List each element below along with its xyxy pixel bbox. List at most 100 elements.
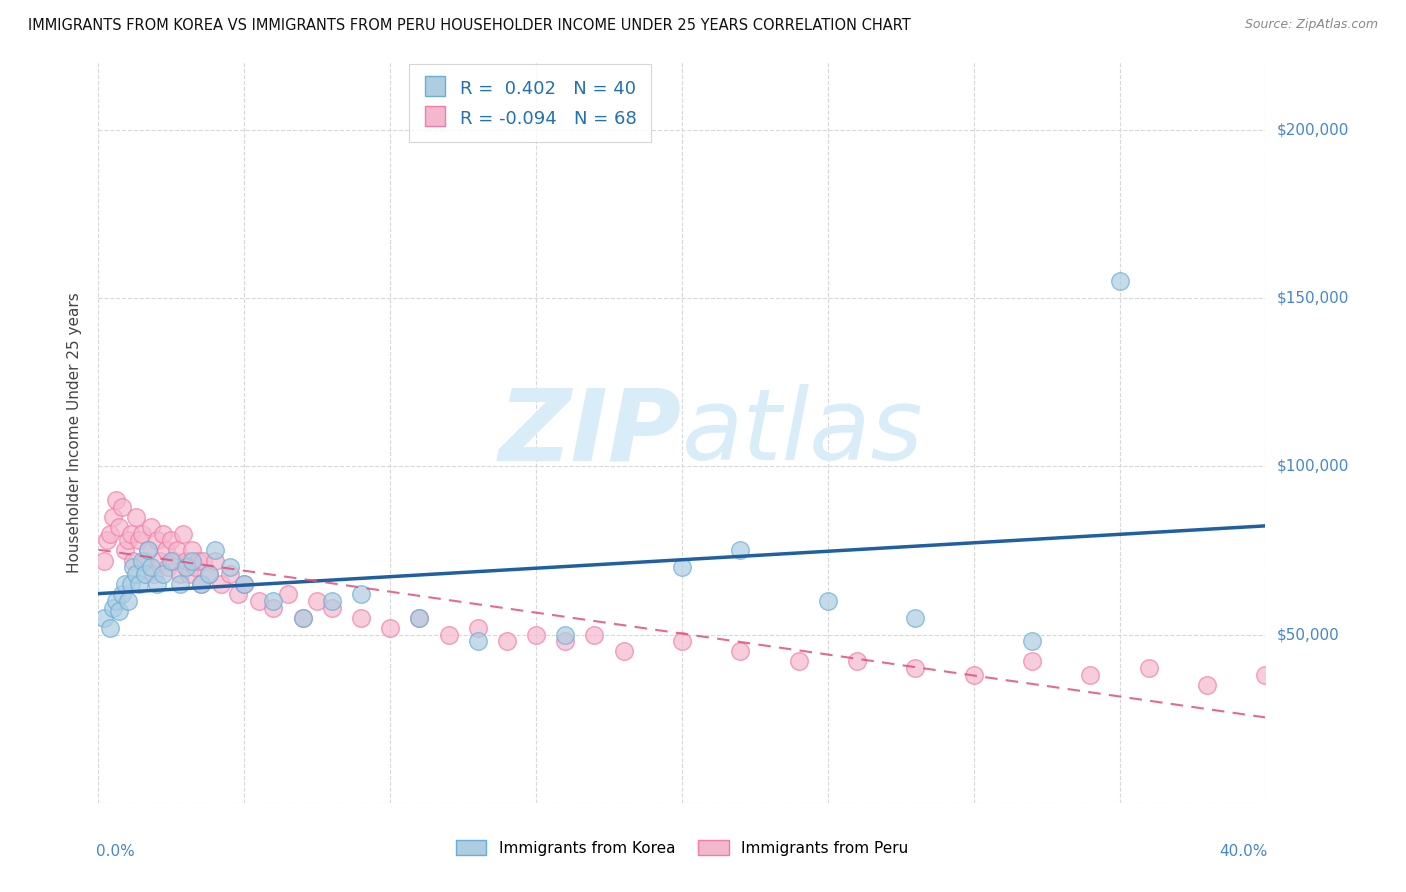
Point [96,533,118,548]
Point [496,634,519,648]
Point [152,526,174,541]
Point [125,566,148,581]
Point [146,533,169,548]
Point [120,526,142,541]
Point [228,587,250,601]
Point [160,533,183,548]
Point [962,668,984,682]
Text: atlas: atlas [682,384,924,481]
Point [142,566,165,581]
Point [101,600,124,615]
Point [93,553,115,567]
Text: 40.0%: 40.0% [1219,844,1268,858]
Point [104,594,127,608]
Point [163,553,186,567]
Point [136,543,159,558]
Point [108,520,131,534]
Point [524,627,547,641]
Point [122,560,145,574]
Point [904,661,927,675]
Point [101,509,124,524]
Point [152,566,174,581]
Point [111,500,134,514]
Point [198,566,221,581]
Point [180,553,202,567]
Point [583,627,606,641]
Point [846,655,869,669]
Point [155,543,177,558]
Point [233,577,256,591]
Point [380,621,402,635]
Text: ZIP: ZIP [499,384,682,481]
Point [291,610,314,624]
Point [437,627,460,641]
Point [180,543,202,558]
Point [262,600,284,615]
Point [612,644,634,658]
Point [134,553,156,567]
Point [291,610,314,624]
Point [131,526,153,541]
Point [190,577,212,591]
Point [187,553,209,567]
Point [160,553,183,567]
Point [817,594,839,608]
Point [554,627,576,641]
Point [730,644,752,658]
Text: $200,000: $200,000 [1277,122,1348,137]
Point [408,610,430,624]
Point [120,577,142,591]
Point [204,543,226,558]
Point [1021,634,1043,648]
Point [1080,668,1102,682]
Point [408,610,430,624]
Point [204,553,226,567]
Point [128,533,150,548]
Point [177,566,200,581]
Point [183,560,205,574]
Point [190,577,212,591]
Point [98,526,121,541]
Point [467,621,489,635]
Point [1108,274,1130,288]
Point [157,560,180,574]
Text: $150,000: $150,000 [1277,291,1348,305]
Point [108,604,131,618]
Point [1021,655,1043,669]
Text: 0.0%: 0.0% [96,844,135,858]
Point [169,566,191,581]
Point [277,587,299,601]
Point [169,577,191,591]
Point [125,509,148,524]
Point [730,543,752,558]
Point [787,655,810,669]
Point [139,560,162,574]
Point [467,634,489,648]
Point [174,553,197,567]
Point [321,594,343,608]
Point [93,610,115,624]
Point [1254,668,1277,682]
Point [193,553,215,567]
Point [146,577,169,591]
Point [166,543,188,558]
Point [198,566,221,581]
Point [114,577,136,591]
Point [114,543,136,558]
Point [209,577,232,591]
Point [671,560,693,574]
Point [350,610,373,624]
Point [262,594,284,608]
Point [321,600,343,615]
Text: Source: ZipAtlas.com: Source: ZipAtlas.com [1244,18,1378,31]
Point [350,587,373,601]
Point [1195,678,1218,692]
Point [111,587,134,601]
Point [104,492,127,507]
Point [1137,661,1160,675]
Point [122,553,145,567]
Point [98,621,121,635]
Point [218,566,240,581]
Text: IMMIGRANTS FROM KOREA VS IMMIGRANTS FROM PERU HOUSEHOLDER INCOME UNDER 25 YEARS : IMMIGRANTS FROM KOREA VS IMMIGRANTS FROM… [28,18,911,33]
Point [307,594,329,608]
